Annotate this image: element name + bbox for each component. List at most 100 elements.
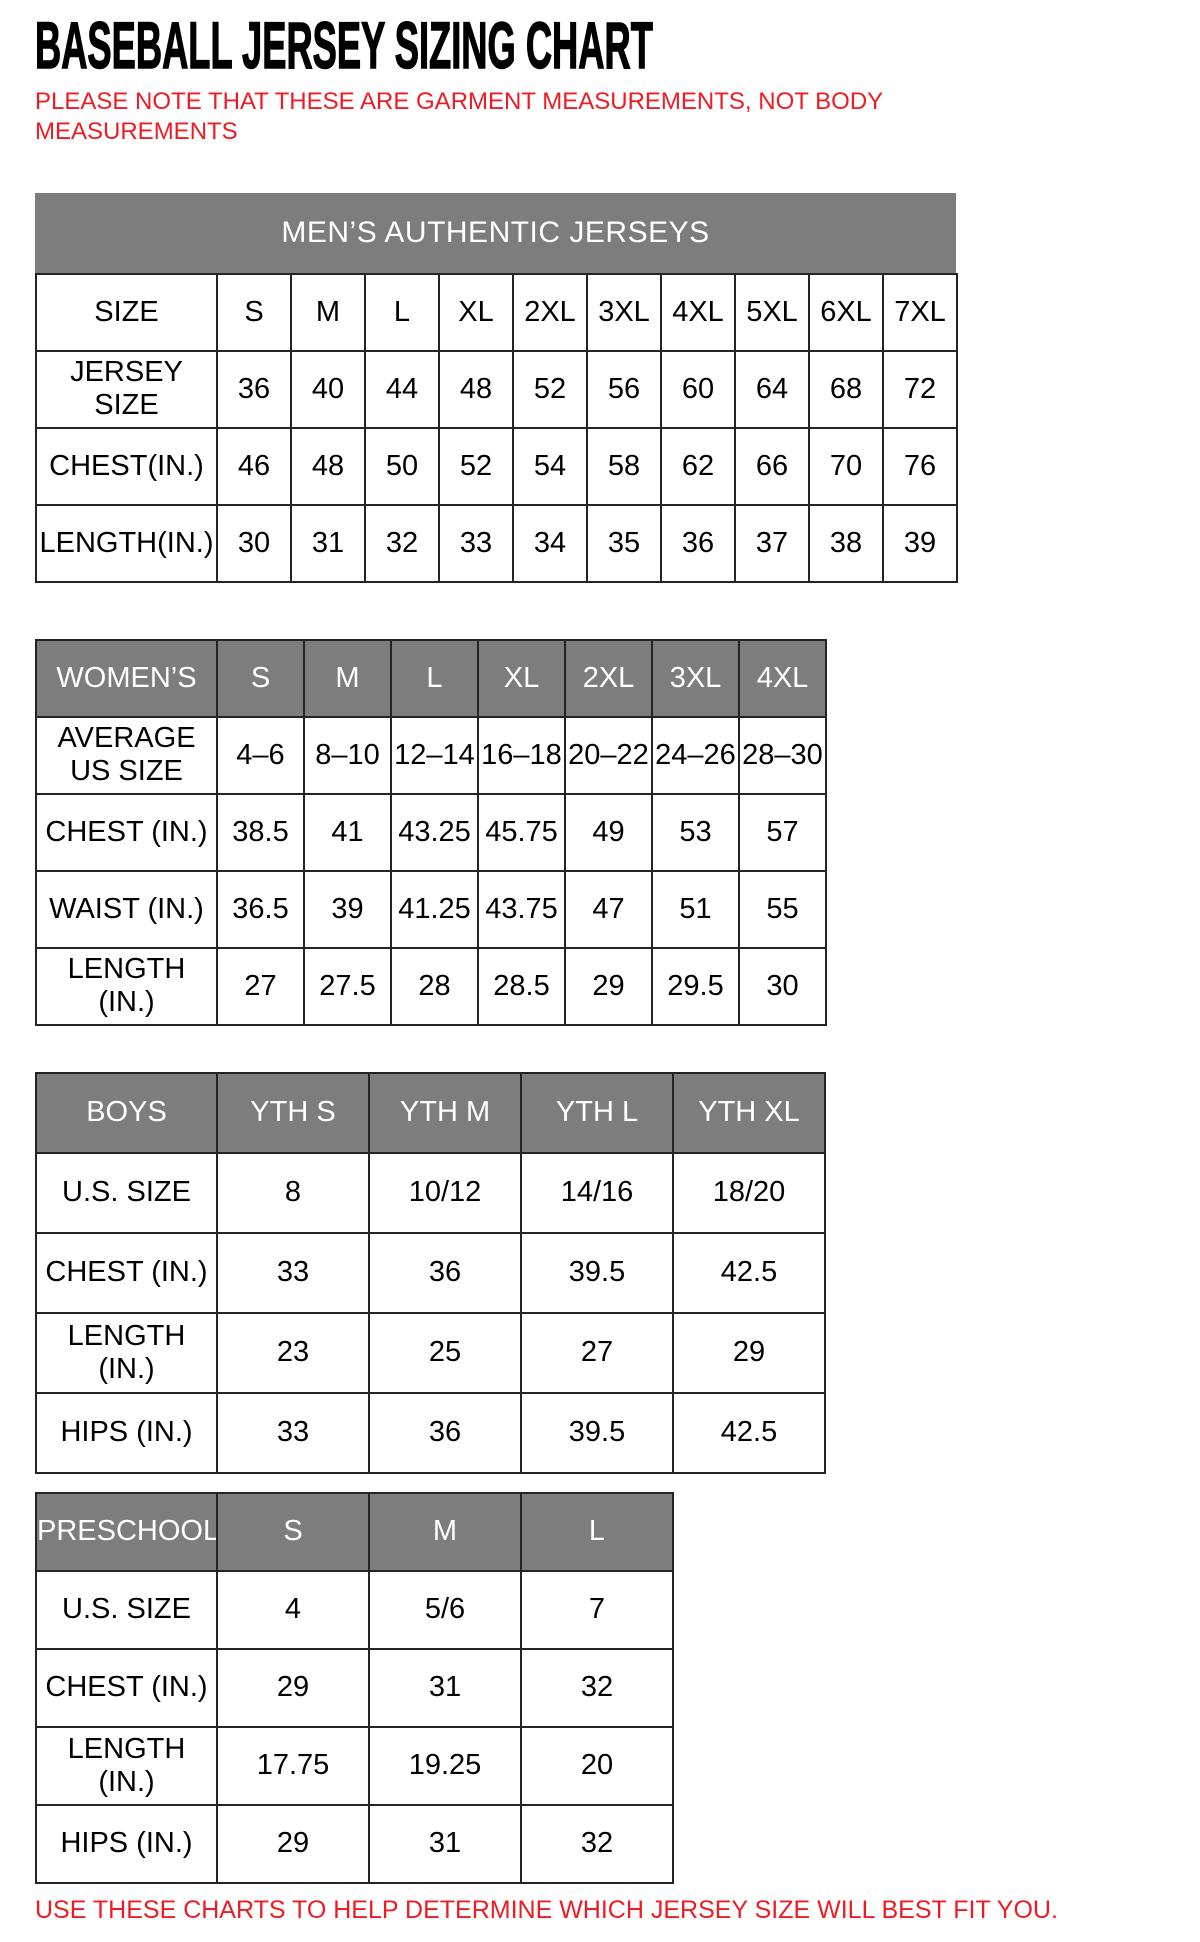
value-cell: 39 (882, 503, 958, 583)
value-cell: 49 (564, 792, 653, 872)
table-row: SIZE S M L XL 2XL 3XL 4XL 5XL 6XL 7XL (35, 272, 958, 352)
value-cell: 36 (368, 1231, 522, 1314)
value-cell: 4–6 (216, 715, 305, 795)
value-cell: 29 (216, 1803, 370, 1884)
table-row: CHEST (IN.) 33 36 39.5 42.5 (35, 1231, 826, 1314)
value-cell: 31 (290, 503, 366, 583)
value-cell: 30 (216, 503, 292, 583)
header-row: BOYS YTH S YTH M YTH L YTH XL (35, 1071, 826, 1154)
value-cell: 28 (390, 946, 479, 1026)
value-cell: 57 (738, 792, 827, 872)
row-label-cell: LENGTH (IN.) (35, 1725, 218, 1806)
column-header-cell: YTH S (216, 1071, 370, 1154)
value-cell: 33 (216, 1231, 370, 1314)
value-cell: M (290, 272, 366, 352)
value-cell: 29 (564, 946, 653, 1026)
value-cell: 38.5 (216, 792, 305, 872)
value-cell: 7 (520, 1569, 674, 1650)
value-cell: 53 (651, 792, 740, 872)
header-row: PRESCHOOL S M L (35, 1491, 674, 1572)
row-label-cell: CHEST (IN.) (35, 1231, 218, 1314)
column-header-cell: BOYS (35, 1071, 218, 1154)
value-cell: 54 (512, 426, 588, 506)
garment-measurements-note: PLEASE NOTE THAT THESE ARE GARMENT MEASU… (35, 87, 883, 145)
column-header-cell: 4XL (738, 638, 827, 718)
value-cell: 32 (520, 1803, 674, 1884)
value-cell: 19.25 (368, 1725, 522, 1806)
value-cell: XL (438, 272, 514, 352)
page-title: BASEBALL JERSEY SIZING CHART (35, 8, 654, 82)
value-cell: 24–26 (651, 715, 740, 795)
column-header-cell: PRESCHOOL (35, 1491, 218, 1572)
row-label-cell: AVERAGE US SIZE (35, 715, 218, 795)
value-cell: 27.5 (303, 946, 392, 1026)
value-cell: 14/16 (520, 1151, 674, 1234)
column-header-cell: 2XL (564, 638, 653, 718)
value-cell: 68 (808, 349, 884, 429)
value-cell: 33 (216, 1391, 370, 1474)
row-label-cell: U.S. SIZE (35, 1569, 218, 1650)
value-cell: 31 (368, 1647, 522, 1728)
value-cell: 18/20 (672, 1151, 826, 1234)
value-cell: 5XL (734, 272, 810, 352)
value-cell: 6XL (808, 272, 884, 352)
value-cell: 72 (882, 349, 958, 429)
value-cell: 62 (660, 426, 736, 506)
column-header-cell: S (216, 638, 305, 718)
column-header-cell: 3XL (651, 638, 740, 718)
header-row: WOMEN’S S M L XL 2XL 3XL 4XL (35, 638, 827, 718)
boys-sizing-table: BOYS YTH S YTH M YTH L YTH XL U.S. SIZE 8 10/12… (35, 1071, 826, 1474)
value-cell: 34 (512, 503, 588, 583)
value-cell: 25 (368, 1311, 522, 1394)
value-cell: 43.75 (477, 869, 566, 949)
value-cell: 40 (290, 349, 366, 429)
table-row: LENGTH (IN.) 17.75 19.25 20 (35, 1725, 674, 1806)
row-label-cell: LENGTH (IN.) (35, 946, 218, 1026)
value-cell: 44 (364, 349, 440, 429)
value-cell: 33 (438, 503, 514, 583)
value-cell: 7XL (882, 272, 958, 352)
value-cell: 39.5 (520, 1391, 674, 1474)
table-row: HIPS (IN.) 29 31 32 (35, 1803, 674, 1884)
value-cell: 46 (216, 426, 292, 506)
value-cell: 39.5 (520, 1231, 674, 1314)
value-cell: 42.5 (672, 1231, 826, 1314)
table-row: LENGTH(IN.) 30 31 32 33 34 35 36 37 38 39 (35, 503, 958, 583)
row-label-cell: CHEST(IN.) (35, 426, 218, 506)
column-header-cell: L (520, 1491, 674, 1572)
table-row: CHEST (IN.) 38.5 41 43.25 45.75 49 53 57 (35, 792, 827, 872)
value-cell: 20–22 (564, 715, 653, 795)
value-cell: 28.5 (477, 946, 566, 1026)
value-cell: 36 (368, 1391, 522, 1474)
value-cell: 17.75 (216, 1725, 370, 1806)
value-cell: 70 (808, 426, 884, 506)
footer-note: USE THESE CHARTS TO HELP DETERMINE WHICH… (35, 1895, 1058, 1924)
value-cell: 37 (734, 503, 810, 583)
value-cell: 55 (738, 869, 827, 949)
value-cell: 43.25 (390, 792, 479, 872)
table-row: JERSEY SIZE 36 40 44 48 52 56 60 64 68 72 (35, 349, 958, 429)
value-cell: 10/12 (368, 1151, 522, 1234)
column-header-cell: YTH XL (672, 1071, 826, 1154)
table-row: U.S. SIZE 8 10/12 14/16 18/20 (35, 1151, 826, 1234)
mens-sizing-table: SIZE S M L XL 2XL 3XL 4XL 5XL 6XL 7XL JERSEY SIZE 36… (35, 272, 958, 583)
womens-sizing-table: WOMEN’S S M L XL 2XL 3XL 4XL AVERAGE US SIZE 4–6 8… (35, 638, 827, 1026)
value-cell: 27 (520, 1311, 674, 1394)
value-cell: 66 (734, 426, 810, 506)
row-label-cell: CHEST (IN.) (35, 792, 218, 872)
value-cell: 35 (586, 503, 662, 583)
table-row: CHEST (IN.) 29 31 32 (35, 1647, 674, 1728)
value-cell: 20 (520, 1725, 674, 1806)
value-cell: 28–30 (738, 715, 827, 795)
value-cell: 4XL (660, 272, 736, 352)
value-cell: 39 (303, 869, 392, 949)
value-cell: 8–10 (303, 715, 392, 795)
row-label-cell: LENGTH (IN.) (35, 1311, 218, 1394)
value-cell: 48 (438, 349, 514, 429)
value-cell: 32 (364, 503, 440, 583)
value-cell: 30 (738, 946, 827, 1026)
value-cell: 60 (660, 349, 736, 429)
row-label-cell: SIZE (35, 272, 218, 352)
value-cell: 36.5 (216, 869, 305, 949)
table-row: LENGTH (IN.) 27 27.5 28 28.5 29 29.5 30 (35, 946, 827, 1026)
